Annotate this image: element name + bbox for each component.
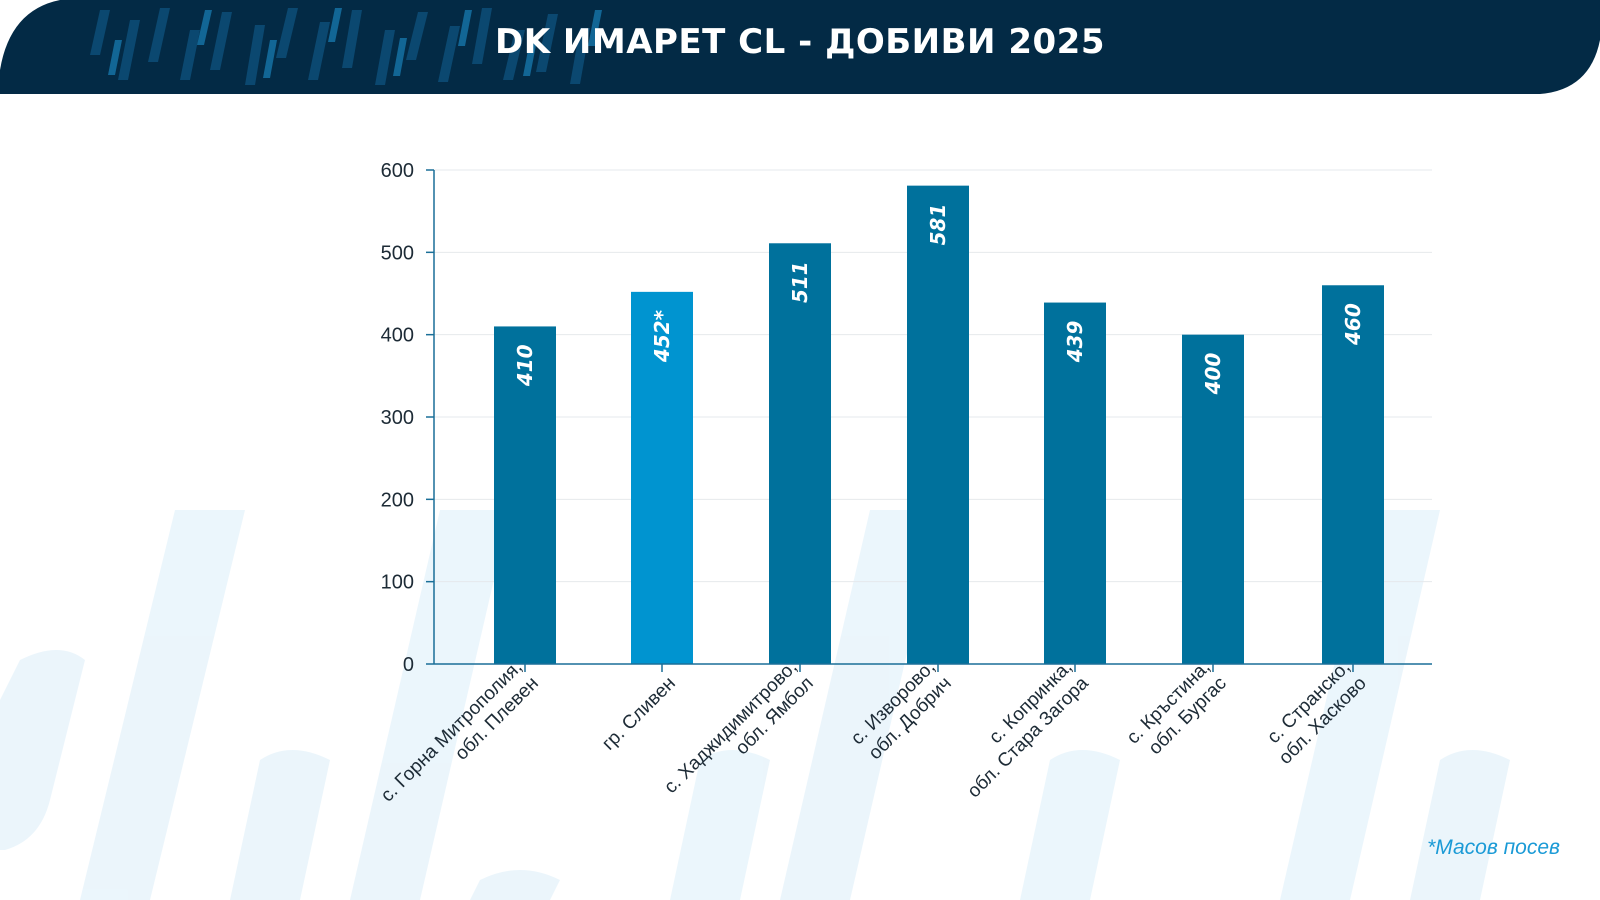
bar-value-label: 460 (1341, 303, 1365, 346)
x-category-label: с. Копринка,обл. Стара Загора (947, 656, 1093, 802)
x-category-label: с. Хаджидимитрово,обл. Ямбол (660, 657, 817, 814)
x-category-label: с. Изворово,обл. Добрич (847, 657, 956, 766)
x-category-text: с. Изворово,обл. Добрич (847, 657, 956, 766)
x-category-text: с. Странско,обл. Хасково (1259, 657, 1371, 769)
bar-value-label: 410 (513, 344, 537, 387)
x-category-text: с. Кръстина,обл. Бургас (1123, 657, 1231, 765)
bar-value-label: 581 (926, 204, 950, 246)
y-tick-label: 0 (403, 654, 414, 676)
y-tick-label: 300 (381, 407, 414, 429)
bar-value-label: 400 (1201, 353, 1225, 396)
bar (631, 291, 693, 664)
x-category-line: гр. Сливен (598, 673, 680, 755)
bar (494, 326, 556, 664)
bar (1322, 285, 1384, 664)
bar (1044, 302, 1106, 664)
y-tick-label: 600 (381, 160, 414, 182)
bar (907, 185, 969, 665)
y-tick-label: 500 (381, 242, 414, 264)
header-banner (0, 0, 1600, 94)
footnote: *Масов посев (1427, 836, 1560, 859)
x-category-line: с. Хаджидимитрово, (660, 657, 801, 798)
x-category-line: с. Горна Митрополия, (377, 657, 527, 807)
x-category-label: с. Горна Митрополия,обл. Плевен (377, 657, 543, 823)
x-category-text: с. Хаджидимитрово,обл. Ямбол (660, 657, 817, 814)
y-tick-label: 400 (381, 325, 414, 347)
x-category-label: гр. Сливен (598, 673, 680, 755)
bar-value-label: 511 (788, 261, 812, 303)
bar (769, 243, 831, 664)
x-category-text: с. Копринка,обл. Стара Загора (947, 656, 1093, 802)
chart-title: DK ИМАРЕТ CL - ДОБИВИ 2025 (495, 22, 1105, 62)
y-tick-label: 200 (381, 489, 414, 511)
x-category-label: с. Странско,обл. Хасково (1259, 657, 1371, 769)
bar-value-label: 439 (1063, 320, 1087, 363)
bar-value-label: 452* (650, 309, 674, 363)
x-category-text: с. Горна Митрополия,обл. Плевен (377, 657, 543, 823)
x-category-text: гр. Сливен (598, 673, 680, 755)
x-category-label: с. Кръстина,обл. Бургас (1123, 657, 1231, 765)
y-tick-label: 100 (381, 572, 414, 594)
bar (1182, 334, 1244, 664)
